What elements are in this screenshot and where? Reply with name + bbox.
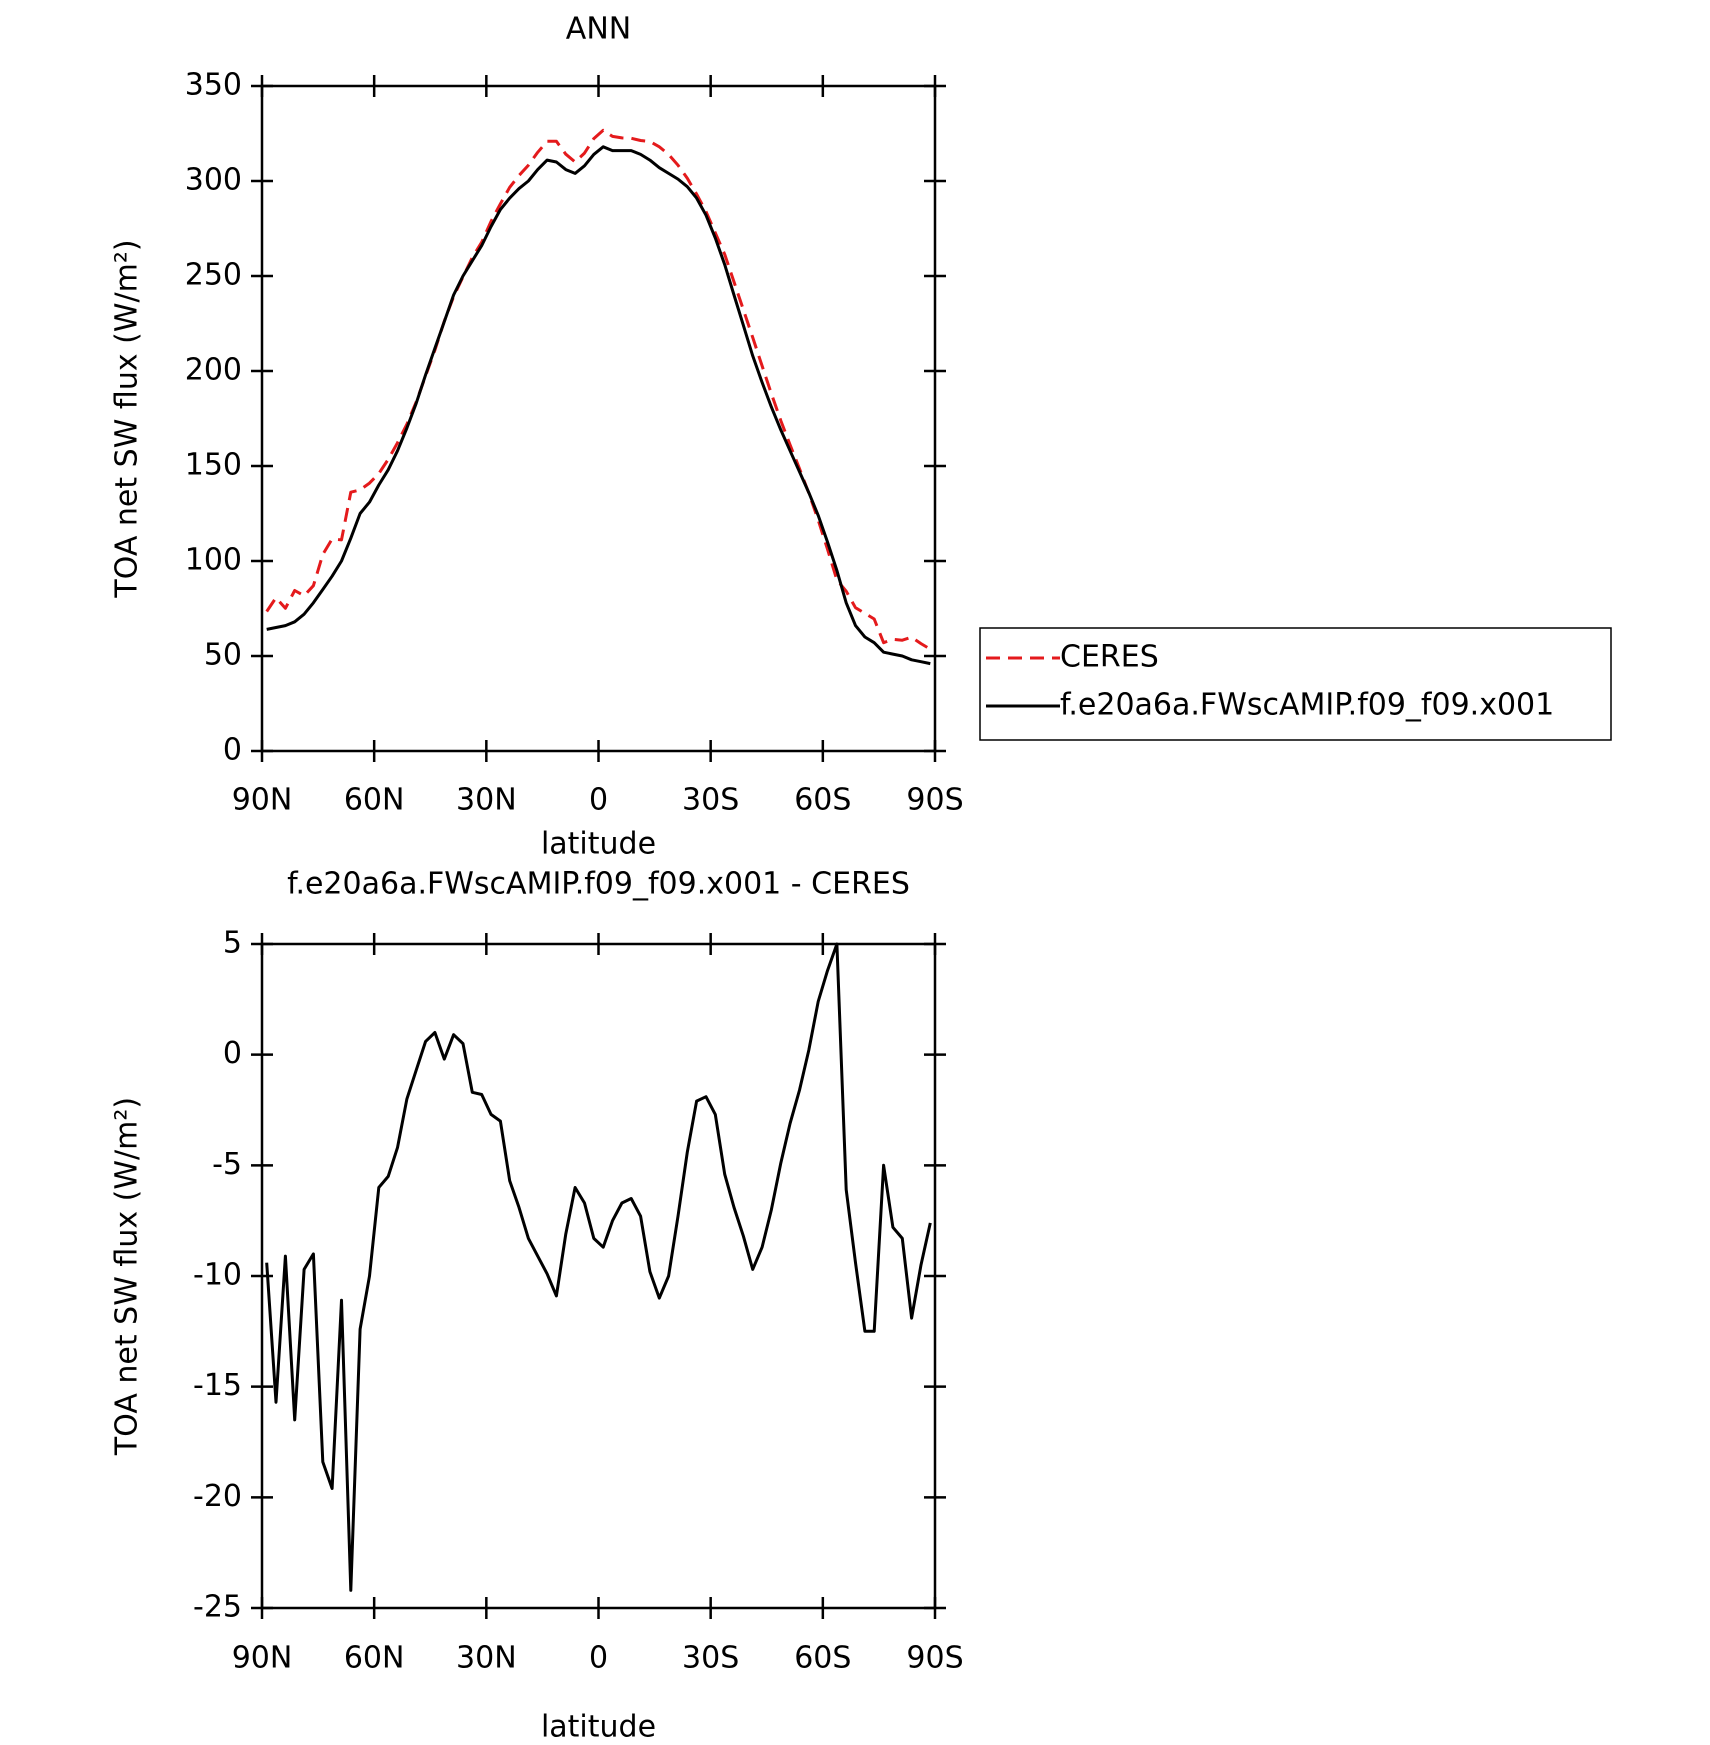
legend-label: f.e20a6a.FWscAMIP.f09_f09.x001 — [1060, 688, 1554, 723]
data-line — [265, 942, 932, 1592]
y-tick-label: 0 — [223, 1036, 242, 1071]
y-tick-label: -15 — [193, 1368, 242, 1403]
y-tick-label: 100 — [185, 543, 242, 578]
x-axis-label: latitude — [541, 827, 656, 862]
y-tick-label: 150 — [185, 448, 242, 483]
y-tick-label: -5 — [212, 1147, 242, 1182]
chart-title: ANN — [566, 12, 631, 47]
legend-label: CERES — [1060, 640, 1159, 675]
plot-frame — [260, 84, 937, 753]
y-tick-label: -10 — [193, 1258, 242, 1293]
chart-title: f.e20a6a.FWscAMIP.f09_f09.x001 - CERES — [287, 867, 910, 902]
x-tick-label: 0 — [589, 1641, 608, 1676]
y-tick-label: -25 — [193, 1590, 242, 1625]
x-tick-label: 90S — [906, 783, 963, 818]
y-tick-label: -20 — [193, 1479, 242, 1514]
x-tick-label: 30N — [456, 1641, 517, 1676]
x-tick-label: 30S — [682, 783, 739, 818]
y-tick-label: 200 — [185, 353, 242, 388]
legend-box — [979, 627, 1612, 741]
x-tick-label: 60N — [344, 783, 405, 818]
x-tick-label: 60N — [344, 1641, 405, 1676]
y-tick-label: 300 — [185, 163, 242, 198]
x-axis-label: latitude — [541, 1710, 656, 1745]
x-tick-label: 90S — [906, 1641, 963, 1676]
y-tick-label: 5 — [223, 926, 242, 961]
data-line — [265, 128, 932, 651]
x-tick-label: 0 — [589, 783, 608, 818]
y-tick-label: 0 — [223, 733, 242, 768]
x-tick-label: 30N — [456, 783, 517, 818]
data-line — [266, 145, 931, 666]
x-tick-label: 30S — [682, 1641, 739, 1676]
y-tick-label: 250 — [185, 258, 242, 293]
x-tick-label: 60S — [794, 783, 851, 818]
y-tick-label: 350 — [185, 68, 242, 103]
plot-frame — [260, 942, 937, 1610]
y-axis-label: TOA net SW flux (W/m²) — [110, 239, 145, 598]
x-tick-label: 90N — [232, 1641, 293, 1676]
x-tick-label: 60S — [794, 1641, 851, 1676]
y-axis-label: TOA net SW flux (W/m²) — [110, 1097, 145, 1456]
x-tick-label: 90N — [232, 783, 293, 818]
y-tick-label: 50 — [204, 638, 242, 673]
